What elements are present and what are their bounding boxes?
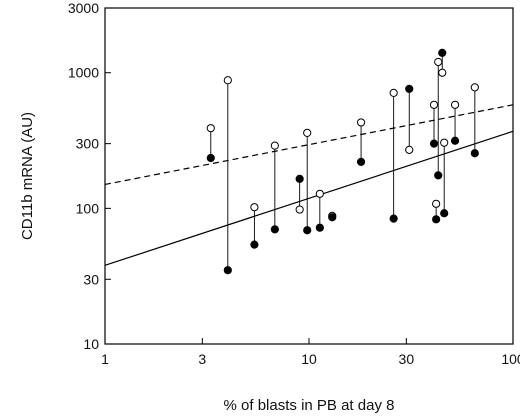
x-tick-label: 1 — [101, 351, 109, 367]
y-axis-title: CD11b mRNA (AU) — [19, 112, 36, 240]
filled-point — [295, 174, 304, 183]
open-point — [405, 145, 414, 154]
open-point — [295, 205, 304, 214]
open-point — [206, 124, 215, 133]
y-tick-label: 30 — [83, 271, 99, 287]
plot-frame — [104, 7, 514, 345]
filled-point — [206, 153, 215, 163]
y-tick-label: 3000 — [68, 0, 99, 16]
filled-point — [438, 48, 447, 57]
open-point — [438, 68, 447, 77]
open-point — [432, 199, 441, 208]
filled-point — [250, 240, 259, 249]
x-axis-title: % of blasts in PB at day 8 — [224, 397, 395, 414]
x-tick-label: 30 — [399, 351, 415, 367]
filled-point — [470, 149, 479, 158]
filled-point — [356, 157, 366, 167]
open-point — [440, 138, 449, 147]
y-tick-label: 100 — [76, 200, 100, 216]
open-point — [450, 100, 460, 109]
x-tick-label: 3 — [198, 351, 206, 367]
filled-point — [270, 225, 279, 234]
filled-point — [303, 226, 312, 235]
y-axis: 10 30 100 300 1000 3000 — [68, 0, 111, 352]
filled-point — [315, 223, 324, 232]
open-point — [223, 76, 232, 85]
filled-point — [328, 213, 337, 222]
open-point — [315, 189, 324, 198]
open-point — [470, 83, 479, 92]
data-markers — [206, 48, 479, 275]
fit-line-dashed — [104, 104, 514, 186]
fit-line-solid — [104, 130, 514, 266]
open-point — [250, 203, 259, 212]
filled-point — [434, 171, 443, 180]
open-point — [303, 128, 312, 138]
y-tick-label: 300 — [76, 136, 100, 152]
filled-point — [440, 209, 449, 218]
filled-point — [450, 136, 460, 145]
open-point — [356, 118, 366, 127]
filled-point — [389, 214, 398, 223]
fit-lines — [104, 104, 514, 266]
open-point — [434, 57, 443, 67]
filled-point — [429, 139, 439, 148]
x-tick-label: 10 — [301, 351, 317, 367]
filled-point — [223, 266, 232, 275]
x-axis: 1 3 10 30 100 — [101, 338, 520, 367]
open-point — [389, 88, 398, 97]
pair-connectors — [210, 52, 476, 271]
y-tick-label: 10 — [83, 336, 99, 352]
y-tick-label: 1000 — [68, 65, 99, 81]
filled-point — [405, 84, 414, 93]
filled-point — [432, 215, 441, 224]
open-point — [429, 100, 439, 109]
open-point — [270, 141, 279, 150]
x-tick-label: 100 — [501, 351, 520, 367]
